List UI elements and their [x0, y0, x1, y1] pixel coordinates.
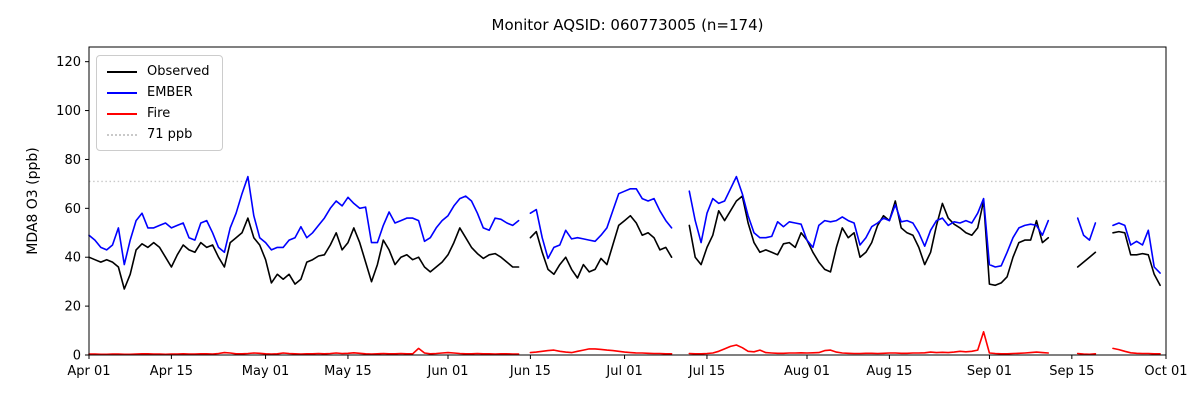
x-tick-label: Sep 01 [967, 364, 1012, 379]
y-tick-label: 20 [64, 300, 81, 315]
x-tick-label: Jul 01 [605, 364, 642, 379]
x-tick-label: Oct 01 [1144, 364, 1187, 379]
legend-label: Fire [147, 106, 171, 121]
legend: Observed EMBER Fire 71 ppb [96, 55, 223, 151]
series-line-observed [88, 195, 1161, 290]
chart-title: Monitor AQSID: 060773005 (n=174) [491, 16, 764, 34]
plot-border [88, 46, 1167, 356]
fire-line-sample [107, 112, 137, 115]
x-tick-label: Sep 15 [1049, 364, 1094, 379]
y-tick-label: 80 [64, 153, 81, 168]
x-tick-label: Aug 01 [784, 364, 830, 379]
x-tick-label: Jun 01 [427, 364, 469, 379]
x-tick-label: Apr 15 [150, 364, 193, 379]
ember-line-sample [107, 91, 137, 94]
ref-line-sample [107, 133, 137, 136]
y-tick-label: 100 [56, 104, 81, 119]
x-tick-label: Aug 15 [866, 364, 912, 379]
y-tick-label: 60 [64, 202, 81, 217]
x-tick-label: Jun 15 [509, 364, 551, 379]
legend-entry-observed: Observed [107, 63, 210, 80]
series-line-ember [88, 175, 1161, 274]
x-tick-label: Apr 01 [67, 364, 110, 379]
y-tick-label: 0 [73, 349, 81, 364]
legend-entry-fire: Fire [107, 105, 210, 122]
legend-entry-71ppb: 71 ppb [107, 126, 210, 143]
y-tick-label: 120 [56, 55, 81, 70]
y-tick-label: 40 [64, 251, 81, 266]
x-tick-label: Jul 15 [688, 364, 725, 379]
observed-line-sample [107, 70, 137, 73]
x-tick-label: May 15 [324, 364, 372, 379]
y-axis-label: MDA8 O3 (ppb) [25, 147, 41, 255]
legend-label: 71 ppb [147, 127, 193, 142]
legend-label: EMBER [147, 85, 193, 100]
series-line-fire [88, 331, 1161, 356]
legend-label: Observed [147, 64, 210, 79]
x-tick-label: May 01 [242, 364, 290, 379]
legend-entry-ember: EMBER [107, 84, 210, 101]
